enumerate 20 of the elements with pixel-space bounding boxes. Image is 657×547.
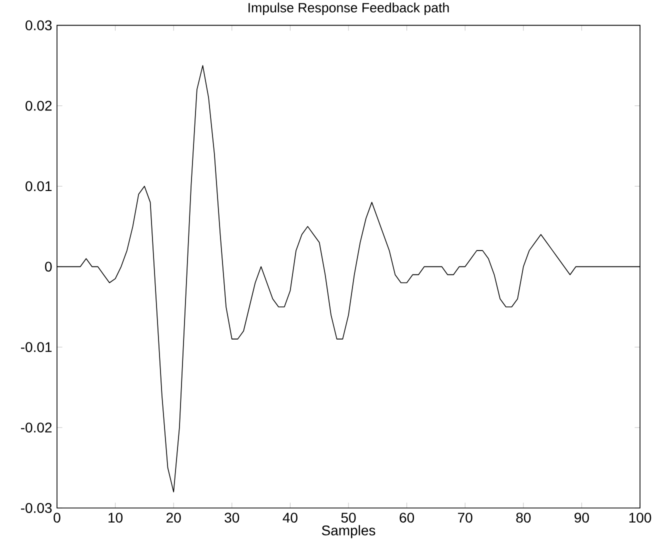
x-tick-label: 0	[54, 512, 60, 523]
y-tick-label: -0.02	[21, 422, 52, 433]
x-tick-label: 50	[341, 512, 356, 523]
y-tick-label: 0	[45, 262, 52, 272]
x-tick-label: 30	[224, 512, 240, 523]
y-tick-label: 0.01	[26, 181, 52, 192]
x-tick-label: 70	[458, 512, 472, 523]
x-tick-label: 20	[166, 512, 181, 523]
x-tick-label: 80	[516, 512, 531, 523]
x-tick-label: 100	[629, 512, 652, 523]
y-tick-label: -0.03	[21, 503, 52, 513]
x-tick-label: 60	[400, 512, 414, 523]
y-tick-label: 0.02	[26, 100, 52, 111]
x-tick-label: 90	[574, 512, 589, 523]
y-tick-label: 0.03	[26, 20, 52, 30]
chart-title: Impulse Response Feedback path	[248, 2, 449, 16]
x-tick-label: 40	[282, 512, 298, 523]
x-axis-title: Samples	[322, 525, 376, 538]
y-tick-label: -0.01	[21, 342, 52, 352]
x-tick-label: 10	[108, 512, 123, 523]
